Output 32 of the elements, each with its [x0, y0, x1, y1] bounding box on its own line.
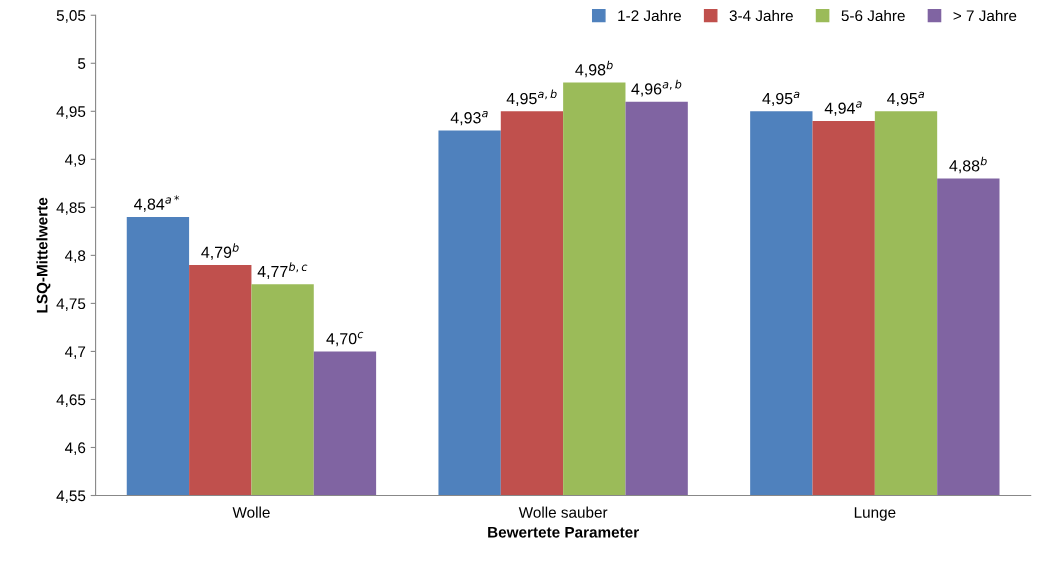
x-tick-label: Wolle sauber	[518, 506, 608, 518]
data-label: 4,84$^{a*}$	[134, 195, 180, 212]
legend-label: 5-6 Jahre	[841, 9, 905, 22]
y-tick-label: 4,7	[64, 346, 86, 359]
y-tick-label: 4,85	[56, 202, 86, 215]
y-tick-label: 4,75	[56, 298, 86, 311]
data-label: 4,95$^{a,b}$	[506, 89, 557, 107]
legend-label: 1-2 Jahre	[618, 9, 681, 22]
data-label: 4,96$^{a,b}$	[631, 79, 682, 97]
legend-label: 3-4 Jahre	[729, 9, 793, 22]
data-label: 4,94$^{a}$	[824, 101, 862, 116]
data-label: 4,70$^{c}$	[326, 331, 364, 347]
y-tick-label: 4,55	[56, 490, 86, 503]
y-tick-label: 4,6	[64, 442, 86, 455]
x-axis-title: Bewertete Parameter	[488, 526, 639, 538]
y-tick-label: 5,05	[56, 10, 86, 23]
legend-label: > 7 Jahre	[953, 9, 1017, 22]
data-label: 4,98$^{b}$	[575, 60, 613, 78]
y-tick-label: 4,8	[64, 250, 86, 263]
x-tick-label: Wolle	[232, 506, 270, 518]
data-label: 4,88$^{b}$	[949, 156, 987, 174]
x-tick-label: Lunge	[854, 507, 896, 521]
y-axis-title: LSQ-Mittelwerte	[36, 197, 51, 313]
data-label: 4,77$^{b,c}$	[257, 262, 308, 279]
data-label: 4,79$^{b}$	[201, 243, 239, 260]
y-tick-label: 4,65	[56, 394, 86, 407]
y-tick-label: 5	[77, 58, 86, 69]
y-tick-label: 4,9	[64, 154, 86, 167]
data-label: 4,93$^{a}$	[450, 110, 488, 126]
y-tick-label: 4,95	[56, 106, 86, 119]
data-label: 4,95$^{a}$	[887, 91, 925, 107]
data-label: 4,95$^{a}$	[762, 91, 800, 107]
